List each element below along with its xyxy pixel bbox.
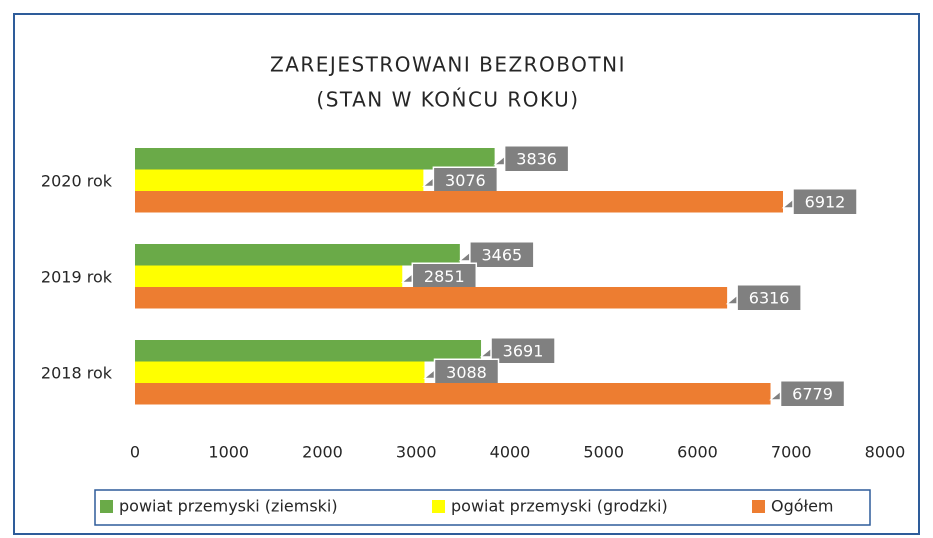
callout-box xyxy=(503,145,570,173)
data-label: 3076 xyxy=(445,171,486,190)
y-tick-label: 2020 rok xyxy=(41,172,113,191)
x-tick-label: 3000 xyxy=(396,443,437,462)
legend-swatch xyxy=(432,500,445,513)
callout-box xyxy=(433,358,500,386)
callout-box xyxy=(469,241,535,269)
x-tick-label: 0 xyxy=(130,443,140,462)
legend-label: Ogółem xyxy=(771,497,834,516)
legend-label: powiat przemyski (grodzki) xyxy=(451,497,668,516)
y-tick-label: 2018 rok xyxy=(41,364,113,383)
bar xyxy=(135,287,728,309)
x-tick-label: 5000 xyxy=(583,443,624,462)
legend-swatch xyxy=(100,500,113,513)
data-label: 6912 xyxy=(805,192,846,211)
x-tick-label: 6000 xyxy=(677,443,718,462)
bar xyxy=(135,244,460,266)
callout-box xyxy=(432,166,499,194)
callout-box xyxy=(490,337,556,365)
x-tick-label: 4000 xyxy=(490,443,531,462)
data-label: 6316 xyxy=(749,288,790,307)
legend-frame xyxy=(94,489,871,526)
chart-subtitle: (STAN W KOŃCU ROKU) xyxy=(316,88,579,112)
callout-box xyxy=(736,284,802,312)
data-label: 3465 xyxy=(481,245,522,264)
data-label: 3836 xyxy=(516,149,557,168)
bar xyxy=(135,169,424,191)
bar xyxy=(135,340,482,362)
x-tick-label: 8000 xyxy=(865,443,906,462)
bar xyxy=(135,265,403,287)
legend-label: powiat przemyski (ziemski) xyxy=(119,497,338,516)
x-tick-label: 1000 xyxy=(208,443,249,462)
bar xyxy=(135,361,425,383)
bar xyxy=(135,148,495,170)
data-label: 6779 xyxy=(792,384,833,403)
chart-title: ZAREJESTROWANI BEZROBOTNI xyxy=(270,53,626,77)
data-label: 3088 xyxy=(446,363,487,382)
x-tick-label: 7000 xyxy=(771,443,812,462)
bar xyxy=(135,191,783,213)
bar xyxy=(135,383,771,405)
data-label: 3691 xyxy=(503,341,544,360)
callout-box xyxy=(792,188,858,216)
callout-box xyxy=(779,380,846,408)
y-tick-label: 2019 rok xyxy=(41,268,113,287)
x-tick-label: 2000 xyxy=(302,443,343,462)
data-label: 2851 xyxy=(424,267,465,286)
legend-swatch xyxy=(752,500,765,513)
